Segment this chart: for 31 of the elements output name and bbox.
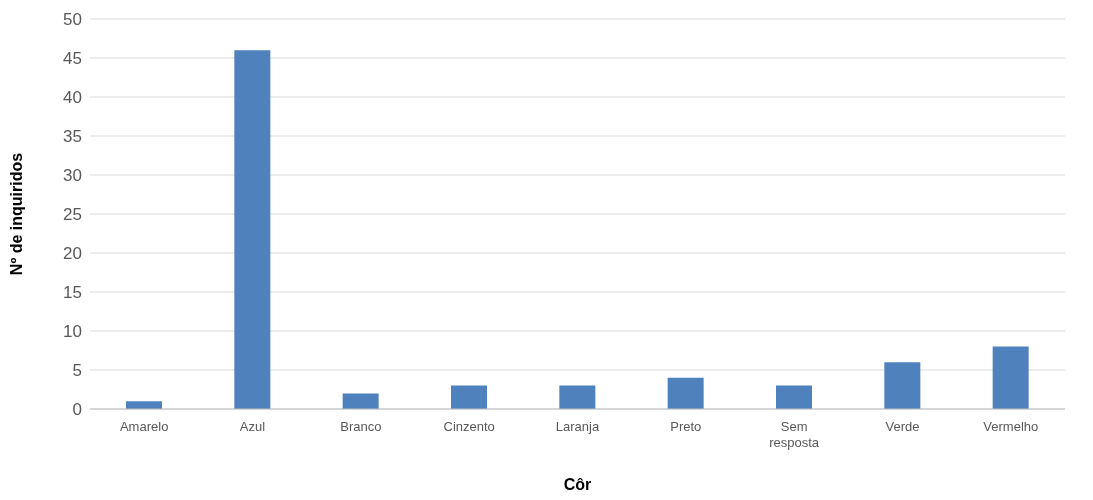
- bar: [992, 346, 1029, 409]
- y-tick-label: 0: [72, 400, 82, 420]
- y-tick-label: 20: [63, 244, 82, 264]
- bar: [667, 377, 704, 409]
- x-tick-label: Laranja: [555, 419, 600, 434]
- x-tick-label: Azul: [239, 419, 266, 434]
- y-tick-label: 5: [72, 361, 82, 381]
- bar: [776, 385, 812, 409]
- x-tick-label: Sem resposta: [769, 419, 820, 450]
- bar: [559, 385, 596, 409]
- y-tick-label: 35: [63, 127, 82, 147]
- y-tick-label: 25: [63, 205, 82, 225]
- x-tick-label: Verde: [885, 419, 920, 434]
- bar: [884, 362, 921, 409]
- y-tick-label: 10: [63, 322, 82, 342]
- bar: [126, 401, 162, 409]
- x-tick-label: Preto: [670, 419, 702, 434]
- x-tick-label: Vermelho: [983, 419, 1039, 434]
- bar: [451, 385, 487, 409]
- y-tick-label: 50: [63, 10, 82, 30]
- x-tick-label: Cinzento: [443, 419, 495, 434]
- y-tick-label: 40: [63, 88, 82, 108]
- bar: [234, 50, 271, 409]
- x-axis-title: Côr: [563, 476, 592, 493]
- y-tick-label: 45: [63, 49, 82, 69]
- y-tick-label: 30: [63, 166, 82, 186]
- y-axis-title: Nº de inquiridos: [7, 152, 25, 276]
- x-tick-label: Branco: [340, 419, 382, 434]
- y-tick-label: 15: [63, 283, 82, 303]
- bar: [342, 393, 379, 409]
- x-tick-label: Amarelo: [119, 419, 169, 434]
